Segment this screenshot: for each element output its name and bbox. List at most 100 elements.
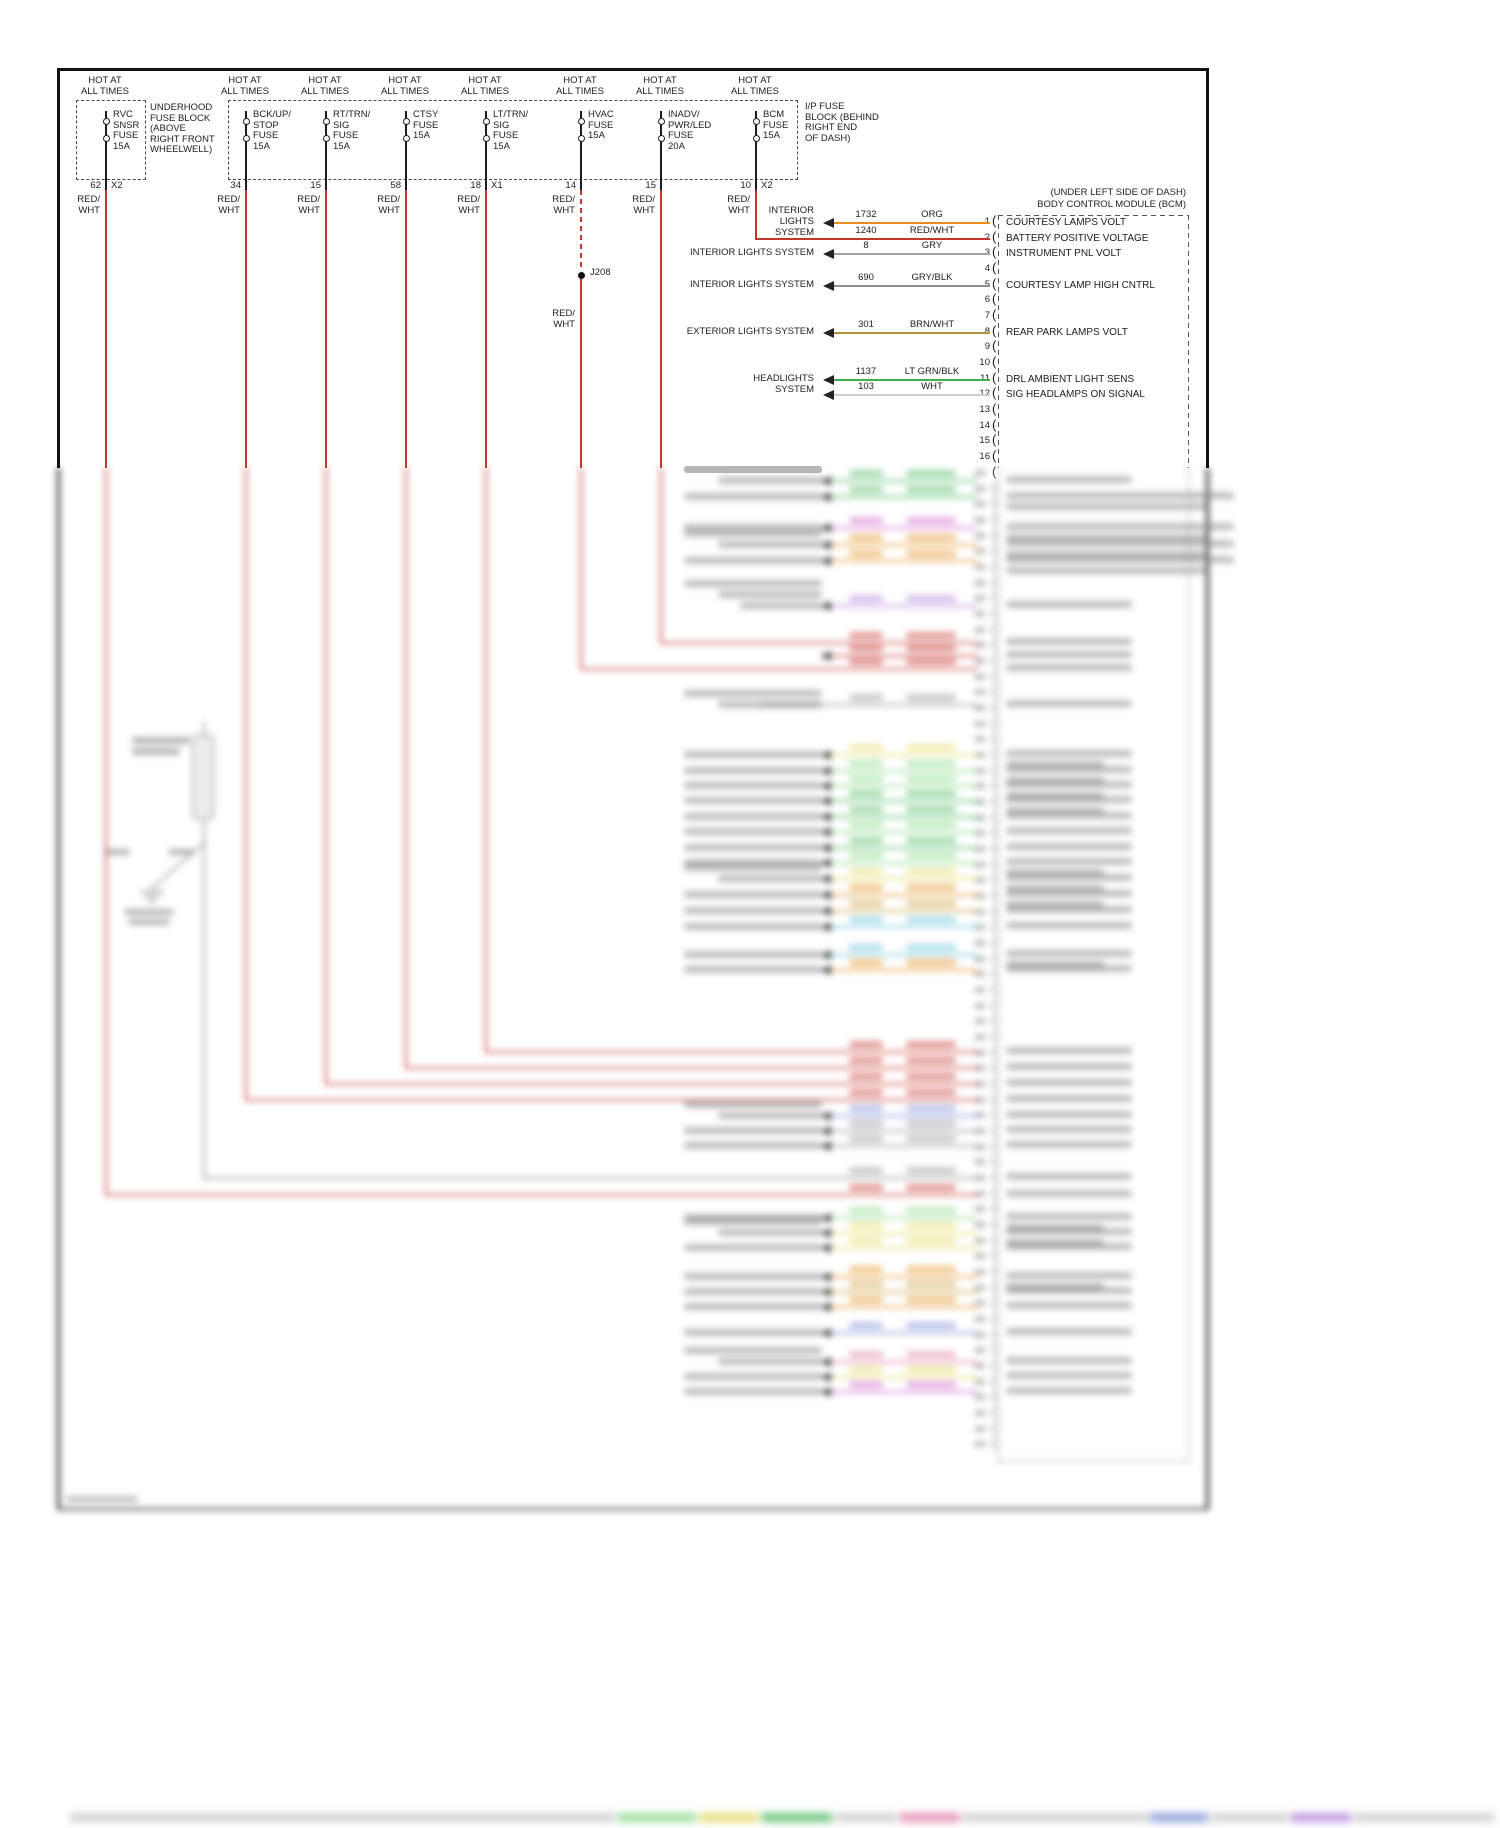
- bottom-strip-segment: [699, 1813, 759, 1822]
- blurred-system-label: [684, 1127, 822, 1134]
- blurred-pin-label: [1006, 1302, 1132, 1309]
- blurred-wire: [830, 1217, 978, 1220]
- fuse-pin-number: 15: [645, 180, 656, 191]
- blurred-system-label: [684, 864, 822, 871]
- bcm-box-top-edge: [998, 215, 1188, 217]
- blurred-pin-number: [974, 1379, 986, 1385]
- blurred-pin-label: [1006, 540, 1234, 547]
- blurred-circuit-label: [849, 868, 883, 875]
- fuse-feed-wire: [485, 190, 487, 468]
- blurred-pin-number: [974, 987, 986, 993]
- blurred-pin-number: [974, 1065, 986, 1071]
- blurred-text: [132, 748, 180, 755]
- bcm-pin-bracket: (: [992, 1028, 997, 1043]
- source-system-label: INTERIOR LIGHTS SYSTEM: [689, 279, 814, 290]
- blurred-circuit-label: [849, 595, 883, 602]
- blurred-pin-number: [974, 705, 986, 711]
- bcm-pin-bracket: (: [992, 244, 997, 259]
- fuse-feed-wire: [105, 190, 107, 468]
- blurred-system-label: [684, 782, 822, 789]
- fuse-element-wire: [755, 111, 757, 190]
- bcm-pin-label: BATTERY POSITIVE VOLTAGE: [1006, 233, 1149, 244]
- blurred-pin-label: [1006, 700, 1132, 707]
- frame-border-right: [1206, 468, 1209, 1510]
- bcm-pin-bracket: (: [992, 621, 997, 636]
- bcm-pin-bracket: (: [992, 1106, 997, 1121]
- blurred-pin-label: [1006, 792, 1104, 799]
- circuit-number: 690: [858, 272, 874, 283]
- bottom-strip-segment: [618, 1813, 696, 1822]
- signal-arrow-left: [820, 796, 831, 806]
- blurred-wire: [105, 1194, 978, 1197]
- bottom-strip-segment: [762, 1813, 832, 1822]
- bcm-pin-bracket: (: [992, 260, 997, 275]
- signal-arrow-left: [820, 492, 831, 502]
- blurred-pin-label: [1006, 638, 1132, 645]
- bcm-pin-bracket: (: [992, 432, 997, 447]
- blurred-pin-label: [1006, 965, 1132, 972]
- blurred-system-label: [718, 541, 822, 548]
- blurred-pin-label: [1006, 601, 1132, 608]
- blurred-circuit-label: [849, 1105, 883, 1112]
- blurred-system-label: [718, 701, 822, 708]
- blurred-text: [132, 737, 190, 744]
- blurred-pin-label: [1006, 961, 1104, 968]
- source-system-label: INTERIOR LIGHTS SYSTEM: [689, 247, 814, 258]
- wire-color-label: WHT: [298, 204, 320, 216]
- hot-at-all-times-label: ALL TIMES: [460, 86, 510, 97]
- bcm-pin-bracket: (: [992, 1091, 997, 1106]
- bottom-strip-content: [0, 1806, 1500, 1828]
- signal-arrow-left: [820, 950, 831, 960]
- signal-arrow-left: [820, 1328, 831, 1338]
- bcm-pin-number: 4: [984, 263, 990, 274]
- blurred-system-label: [684, 844, 822, 851]
- bcm-pin-bracket: (: [992, 291, 997, 306]
- blurred-system-label: [684, 1218, 822, 1225]
- signal-arrow-left: [820, 906, 831, 916]
- blurred-circuit-label: [849, 1322, 883, 1329]
- blurred-color-label: [906, 1381, 956, 1388]
- ground-symbol-bar: [140, 891, 164, 893]
- blurred-circuit-label: [849, 959, 883, 966]
- wire-color-name: BRN/WHT: [909, 319, 955, 330]
- bcm-pin-bracket: (: [992, 871, 997, 886]
- blurred-color-label: [906, 645, 956, 652]
- blurred-pin-label: [1006, 476, 1132, 483]
- blurred-pin-number: [974, 1159, 986, 1165]
- hot-at-all-times-label: HOT AT: [643, 75, 677, 86]
- blurred-pin-number: [974, 830, 986, 836]
- bottom-strip-segment: [1211, 1813, 1288, 1822]
- fuse-name: 15A: [333, 140, 350, 152]
- blurred-circuit-label: [849, 916, 883, 923]
- ip-fuse-block-label: BLOCK (BEHIND: [805, 111, 879, 123]
- bcm-pin-bracket: (: [992, 1420, 997, 1435]
- blurred-pin-number: [974, 783, 986, 789]
- blurred-system-label: [684, 797, 822, 804]
- blurred-system-label: [684, 751, 822, 758]
- blurred-circuit-label: [849, 1222, 883, 1229]
- blurred-circuit-label: [849, 806, 883, 813]
- fuse-pin-number: 62: [90, 180, 101, 191]
- blurred-pin-number: [974, 815, 986, 821]
- source-system-label: LIGHTS: [779, 216, 814, 227]
- fuse-terminal-bottom: [752, 135, 760, 142]
- blurred-pin-number: [974, 1050, 986, 1056]
- bcm-pin-bracket: (: [992, 824, 997, 839]
- signal-arrow-left: [823, 218, 834, 228]
- blurred-pin-number: [974, 533, 986, 539]
- fuse-feed-wire: [325, 468, 327, 1084]
- bcm-pin-bracket: (: [992, 1200, 997, 1215]
- bcm-pin-bracket: (: [992, 605, 997, 620]
- blurred-pin-label: [1006, 1111, 1132, 1118]
- wire-color-label: RED/: [632, 194, 655, 205]
- blurred-pin-number: [974, 1363, 986, 1369]
- signal-arrow-left: [820, 1213, 831, 1223]
- blurred-circuit-label: [849, 470, 883, 477]
- hvac-feed-wire: [580, 279, 582, 468]
- blurred-circuit-label: [849, 1167, 883, 1174]
- circuit-number: 1137: [855, 366, 877, 377]
- blurred-pin-label: [1006, 1239, 1104, 1246]
- blurred-wire: [830, 605, 978, 608]
- blurred-wire: [830, 969, 978, 972]
- blurred-wire: [830, 1306, 978, 1309]
